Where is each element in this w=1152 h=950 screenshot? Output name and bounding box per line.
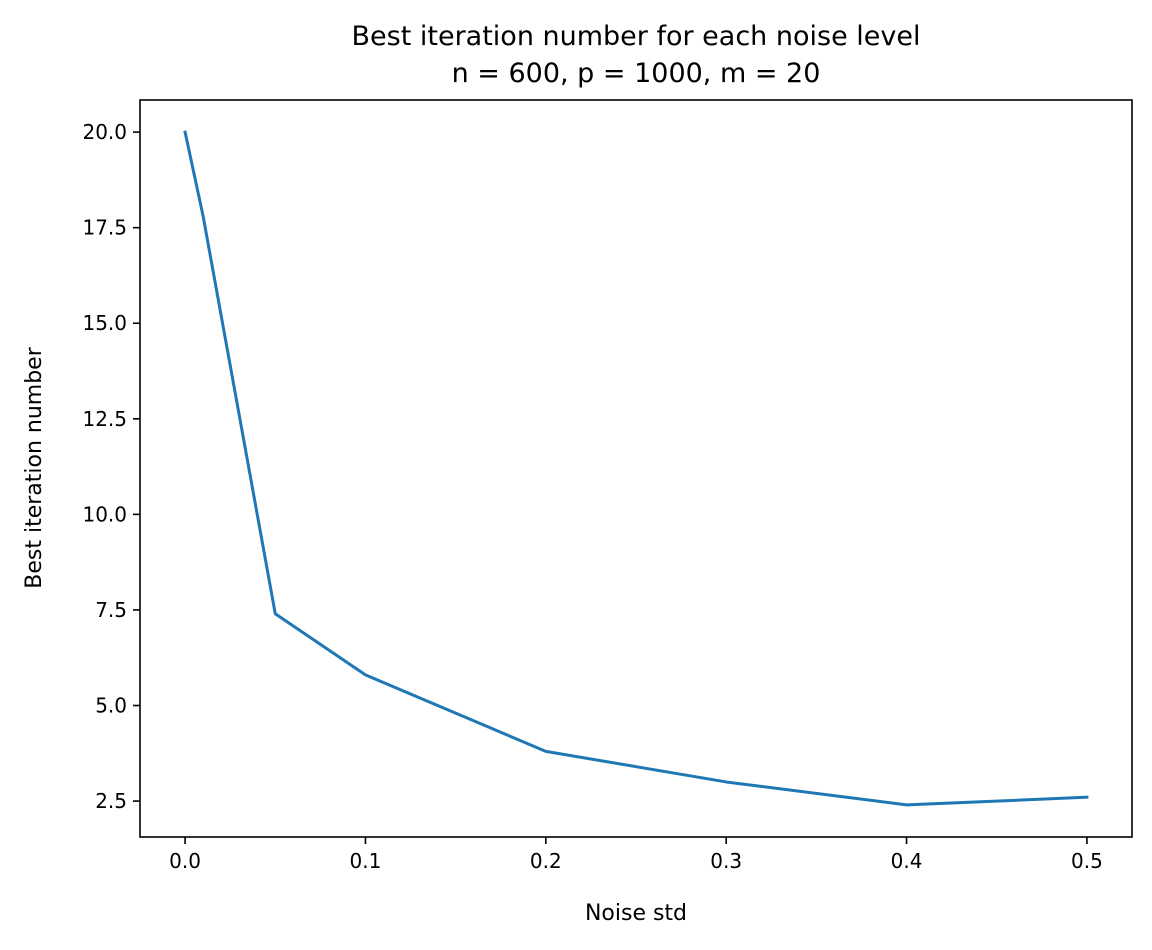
y-tick-label-1: 5.0 [95,694,127,718]
plot-frame [139,99,1133,838]
plot-area [183,130,1089,807]
x-axis-ticks: 0.0 0.1 0.2 0.3 0.4 0.5 [169,837,1103,873]
chart-subtitle: n = 600, p = 1000, m = 20 [452,58,821,89]
x-axis-label: Noise std [585,901,687,926]
x-tick-label-1: 0.1 [350,849,382,873]
y-axis-label: Best iteration number [22,346,47,588]
chart-title: Best iteration number for each noise lev… [352,21,921,52]
x-tick-label-3: 0.3 [710,849,742,873]
y-tick-label-2: 7.5 [95,598,127,622]
y-tick-label-4: 12.5 [82,407,127,431]
x-tick-label-4: 0.4 [891,849,923,873]
x-tick-label-0: 0.0 [169,849,201,873]
series-line-0 [183,130,1089,807]
y-tick-label-3: 10.0 [82,502,127,526]
y-tick-label-0: 2.5 [95,789,127,813]
x-tick-label-2: 0.2 [530,849,562,873]
y-tick-label-6: 17.5 [82,216,127,240]
x-tick-label-5: 0.5 [1071,849,1103,873]
y-tick-label-5: 15.0 [82,311,127,335]
y-axis-ticks: 2.5 5.0 7.5 10.0 12.5 15.0 17.5 20.0 [82,120,140,813]
y-tick-label-7: 20.0 [82,120,127,144]
